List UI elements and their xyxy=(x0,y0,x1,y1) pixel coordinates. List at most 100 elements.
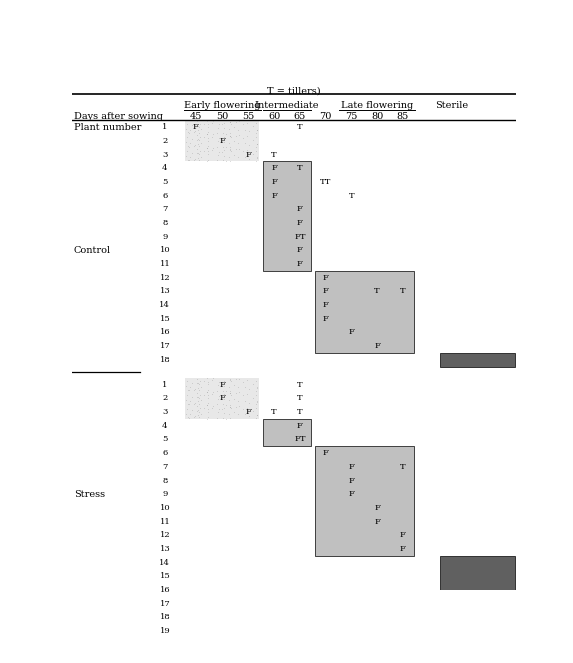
Text: T: T xyxy=(271,408,277,416)
Point xyxy=(225,413,234,424)
Point xyxy=(193,391,202,402)
Text: 7: 7 xyxy=(162,463,167,471)
Point xyxy=(187,391,197,402)
Point xyxy=(219,389,229,400)
Point xyxy=(235,143,244,154)
Point xyxy=(213,122,222,133)
Point xyxy=(187,147,197,158)
Point xyxy=(225,386,234,396)
Point xyxy=(230,393,239,404)
Point xyxy=(241,382,250,392)
Text: 6: 6 xyxy=(162,449,167,457)
Point xyxy=(252,382,261,392)
Point xyxy=(203,412,212,422)
Text: F: F xyxy=(297,247,303,255)
Point xyxy=(225,401,234,412)
Text: 85: 85 xyxy=(397,112,409,121)
Point xyxy=(226,375,235,385)
Point xyxy=(195,376,205,387)
Point xyxy=(208,387,217,397)
Point xyxy=(190,141,199,151)
Point xyxy=(202,373,211,383)
Point xyxy=(239,133,248,143)
Point xyxy=(185,138,194,149)
Point xyxy=(231,144,241,154)
Point xyxy=(252,125,261,135)
Text: F: F xyxy=(245,151,252,158)
Point xyxy=(203,154,212,165)
Point xyxy=(248,379,257,389)
Text: 13: 13 xyxy=(159,545,170,553)
Text: F: F xyxy=(323,315,328,323)
Text: 16: 16 xyxy=(159,586,170,594)
Point xyxy=(194,392,203,403)
Point xyxy=(207,131,217,142)
Point xyxy=(202,400,211,411)
Point xyxy=(191,384,200,394)
Point xyxy=(226,118,235,129)
Point xyxy=(233,152,242,162)
Bar xyxy=(185,134,260,148)
Point xyxy=(214,377,223,387)
Point xyxy=(233,382,242,392)
Point xyxy=(219,375,229,386)
Text: 9: 9 xyxy=(162,233,167,241)
Point xyxy=(194,396,203,406)
Text: T: T xyxy=(297,408,303,416)
Point xyxy=(194,406,203,417)
Point xyxy=(187,134,197,145)
Text: 2: 2 xyxy=(162,394,167,402)
Point xyxy=(230,122,239,133)
Point xyxy=(235,129,244,140)
Point xyxy=(241,125,250,135)
Point xyxy=(202,387,211,397)
Point xyxy=(221,156,230,166)
Bar xyxy=(185,392,260,405)
Point xyxy=(213,385,222,396)
Point xyxy=(203,119,212,129)
Text: TT: TT xyxy=(320,178,331,186)
Point xyxy=(231,402,241,412)
Point xyxy=(225,408,234,419)
Point xyxy=(233,125,242,135)
Text: 3: 3 xyxy=(162,151,167,158)
Text: 12: 12 xyxy=(159,274,170,282)
Point xyxy=(202,143,211,153)
Point xyxy=(225,137,234,148)
Point xyxy=(225,381,234,392)
Point xyxy=(225,128,234,139)
Point xyxy=(183,403,192,414)
Point xyxy=(221,386,230,396)
Point xyxy=(207,145,217,156)
Bar xyxy=(185,378,260,392)
Point xyxy=(185,409,194,420)
Point xyxy=(207,389,217,399)
Text: T: T xyxy=(297,394,303,402)
Point xyxy=(203,135,213,146)
Bar xyxy=(315,446,414,556)
Text: 1: 1 xyxy=(162,123,167,131)
Point xyxy=(213,407,222,418)
Point xyxy=(253,396,262,407)
Point xyxy=(217,391,226,401)
Point xyxy=(182,394,191,405)
Point xyxy=(202,129,211,139)
Point xyxy=(193,148,202,158)
Point xyxy=(251,376,260,387)
Point xyxy=(219,399,228,410)
Point xyxy=(242,375,252,386)
Point xyxy=(235,401,244,412)
Point xyxy=(194,410,203,420)
Point xyxy=(195,389,205,400)
Text: 55: 55 xyxy=(242,112,254,121)
Point xyxy=(203,146,212,156)
Point xyxy=(213,399,222,410)
Text: 75: 75 xyxy=(345,112,358,121)
Point xyxy=(241,396,250,406)
Text: F: F xyxy=(323,449,328,457)
Point xyxy=(241,409,250,420)
Text: F: F xyxy=(348,328,354,336)
Point xyxy=(251,385,260,396)
Point xyxy=(195,146,205,156)
Point xyxy=(226,117,235,127)
